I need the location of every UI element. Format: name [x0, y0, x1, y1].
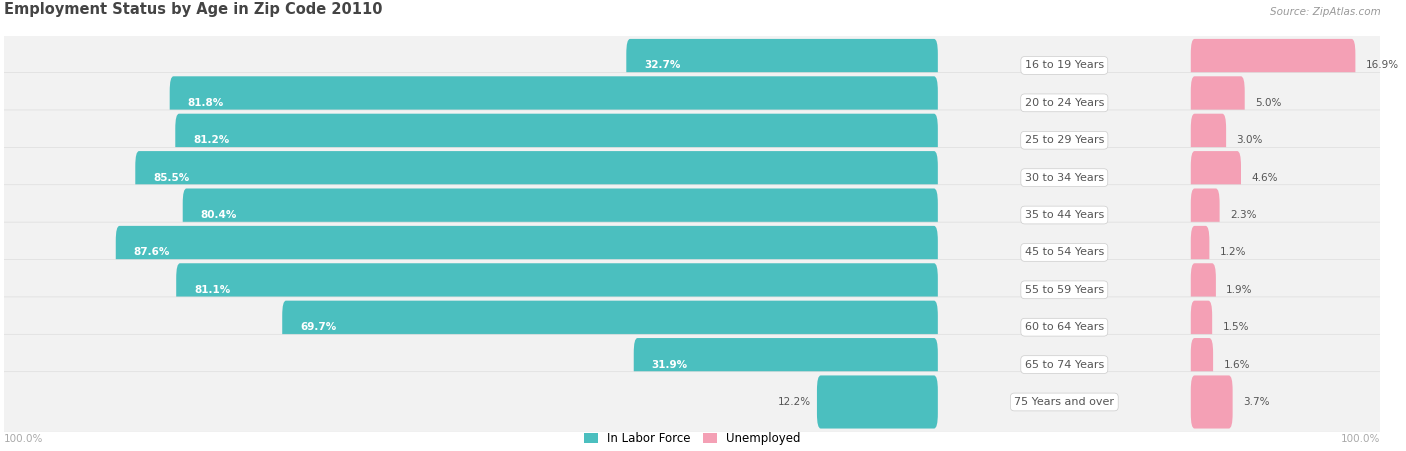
Text: 3.7%: 3.7% [1243, 397, 1270, 407]
Text: 25 to 29 Years: 25 to 29 Years [1025, 135, 1104, 145]
FancyBboxPatch shape [626, 39, 938, 92]
Text: 1.5%: 1.5% [1222, 322, 1249, 332]
Text: 85.5%: 85.5% [153, 173, 190, 183]
Text: 5.0%: 5.0% [1256, 98, 1281, 108]
FancyBboxPatch shape [0, 73, 1385, 133]
Text: 12.2%: 12.2% [779, 397, 811, 407]
Text: 20 to 24 Years: 20 to 24 Years [1025, 98, 1104, 108]
Text: 69.7%: 69.7% [299, 322, 336, 332]
Text: 81.1%: 81.1% [194, 285, 231, 295]
Text: 2.3%: 2.3% [1230, 210, 1257, 220]
FancyBboxPatch shape [817, 375, 938, 428]
FancyBboxPatch shape [176, 263, 938, 316]
FancyBboxPatch shape [1191, 263, 1216, 316]
Text: 31.9%: 31.9% [651, 359, 688, 370]
FancyBboxPatch shape [0, 372, 1385, 432]
FancyBboxPatch shape [176, 114, 938, 167]
FancyBboxPatch shape [1191, 151, 1241, 204]
FancyBboxPatch shape [1191, 375, 1233, 428]
Text: 81.2%: 81.2% [193, 135, 229, 145]
Text: 16 to 19 Years: 16 to 19 Years [1025, 60, 1104, 70]
Text: 1.6%: 1.6% [1223, 359, 1250, 370]
Text: 81.8%: 81.8% [187, 98, 224, 108]
FancyBboxPatch shape [0, 297, 1385, 358]
Text: 4.6%: 4.6% [1251, 173, 1278, 183]
FancyBboxPatch shape [0, 334, 1385, 395]
Text: 35 to 44 Years: 35 to 44 Years [1025, 210, 1104, 220]
Text: 87.6%: 87.6% [134, 248, 170, 258]
FancyBboxPatch shape [1191, 301, 1212, 354]
Text: 75 Years and over: 75 Years and over [1014, 397, 1115, 407]
Text: 100.0%: 100.0% [1341, 434, 1381, 444]
FancyBboxPatch shape [1191, 189, 1219, 242]
Text: 30 to 34 Years: 30 to 34 Years [1025, 173, 1104, 183]
FancyBboxPatch shape [634, 338, 938, 391]
FancyBboxPatch shape [135, 151, 938, 204]
FancyBboxPatch shape [0, 185, 1385, 245]
FancyBboxPatch shape [115, 226, 938, 279]
Text: 3.0%: 3.0% [1236, 135, 1263, 145]
FancyBboxPatch shape [0, 222, 1385, 283]
Text: 32.7%: 32.7% [644, 60, 681, 70]
Text: 16.9%: 16.9% [1365, 60, 1399, 70]
Text: 65 to 74 Years: 65 to 74 Years [1025, 359, 1104, 370]
Text: 45 to 54 Years: 45 to 54 Years [1025, 248, 1104, 258]
Text: 80.4%: 80.4% [201, 210, 236, 220]
Text: 1.9%: 1.9% [1226, 285, 1253, 295]
Text: Employment Status by Age in Zip Code 20110: Employment Status by Age in Zip Code 201… [4, 2, 382, 17]
FancyBboxPatch shape [183, 189, 938, 242]
Text: 60 to 64 Years: 60 to 64 Years [1025, 322, 1104, 332]
Text: Source: ZipAtlas.com: Source: ZipAtlas.com [1270, 7, 1381, 17]
FancyBboxPatch shape [1191, 39, 1355, 92]
FancyBboxPatch shape [1191, 226, 1209, 279]
FancyBboxPatch shape [0, 110, 1385, 170]
Text: 55 to 59 Years: 55 to 59 Years [1025, 285, 1104, 295]
FancyBboxPatch shape [0, 147, 1385, 208]
Legend: In Labor Force, Unemployed: In Labor Force, Unemployed [579, 428, 806, 450]
FancyBboxPatch shape [283, 301, 938, 354]
FancyBboxPatch shape [0, 35, 1385, 96]
FancyBboxPatch shape [1191, 76, 1244, 129]
FancyBboxPatch shape [170, 76, 938, 129]
FancyBboxPatch shape [0, 259, 1385, 320]
Text: 100.0%: 100.0% [4, 434, 44, 444]
Text: 1.2%: 1.2% [1219, 248, 1246, 258]
FancyBboxPatch shape [1191, 114, 1226, 167]
FancyBboxPatch shape [1191, 338, 1213, 391]
